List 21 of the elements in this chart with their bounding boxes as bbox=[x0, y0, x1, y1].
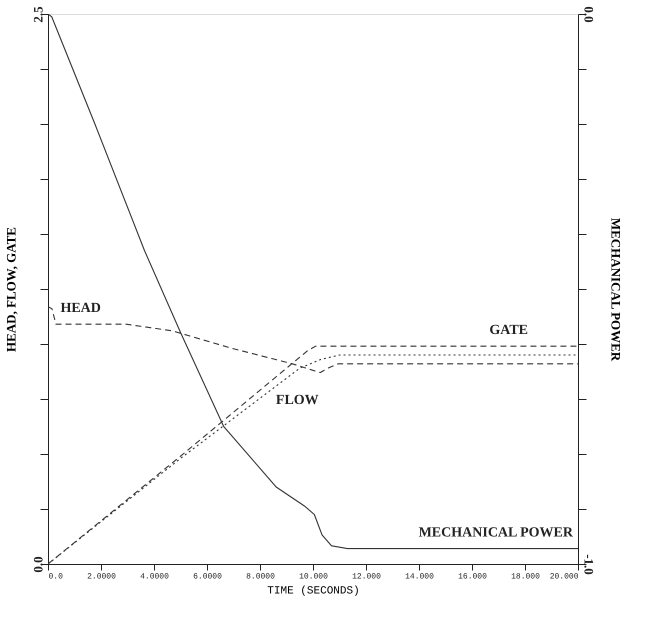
x-tick-label: 8.0000 bbox=[246, 572, 276, 582]
x-tick-label: 20.000 bbox=[550, 572, 579, 582]
series-label: MECHANICAL POWER bbox=[418, 526, 574, 541]
x-tick-label: 6.0000 bbox=[193, 572, 222, 582]
y2-tick-label: -1.0 bbox=[582, 554, 596, 575]
x-tick-label: 12.000 bbox=[352, 572, 382, 582]
x-tick-label: 2.0000 bbox=[87, 572, 116, 582]
x-axis-title: TIME (SECONDS) bbox=[267, 586, 360, 598]
series-label: FLOW bbox=[276, 392, 319, 408]
x-tick-label: 10.000 bbox=[299, 572, 328, 582]
y-axis-title: HEAD, FLOW, GATE bbox=[4, 227, 18, 352]
series-label: GATE bbox=[489, 323, 528, 338]
x-tick-label: 18.000 bbox=[511, 572, 540, 582]
x-tick-label: 4.0000 bbox=[140, 572, 170, 582]
x-tick-label: 0.0 bbox=[48, 572, 64, 582]
x-tick-label: 14.000 bbox=[405, 572, 434, 582]
x-tick-label: 16.000 bbox=[458, 572, 488, 582]
y2-tick-label: 0.0 bbox=[582, 6, 596, 23]
y-tick-label: 2.5 bbox=[30, 6, 46, 23]
series-label: HEAD bbox=[60, 301, 101, 316]
y2-axis-title: MECHANICAL POWER bbox=[608, 218, 624, 362]
